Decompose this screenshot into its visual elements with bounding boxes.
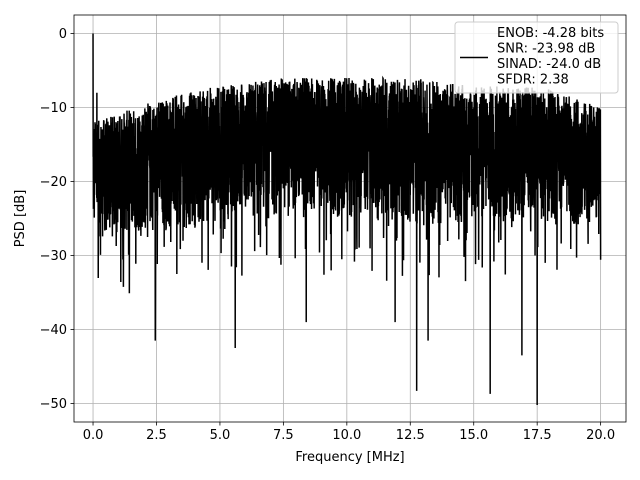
- y-tick-label: −30: [40, 249, 67, 264]
- x-tick-label: 5.0: [210, 428, 231, 443]
- legend-text: ENOB: -4.28 bits SNR: -23.98 dB SINAD: -24…: [497, 26, 604, 88]
- x-tick-label: 12.5: [396, 428, 425, 443]
- legend-box: [454, 21, 619, 94]
- y-tick-label: −20: [40, 175, 67, 190]
- x-tick-label: 17.5: [523, 428, 552, 443]
- x-tick-label: 2.5: [146, 428, 167, 443]
- x-tick-label: 20.0: [586, 428, 615, 443]
- legend-entry: SNR: -23.98 dB: [497, 42, 595, 57]
- axes-frame: [73, 14, 627, 423]
- x-tick-label: 7.5: [273, 428, 294, 443]
- axis-ticks: 0.0 2.5 5.0 7.5 10.0 12.5 15.0 17.5 20.0 0 −10 −20 −…: [40, 27, 616, 443]
- y-tick-label: 0: [59, 27, 67, 42]
- x-tick-label: 0.0: [83, 428, 104, 443]
- x-tick-label: 15.0: [459, 428, 488, 443]
- y-tick-label: −50: [40, 397, 67, 412]
- y-tick-label: −10: [40, 101, 67, 116]
- y-tick-label: −40: [40, 323, 67, 338]
- x-axis-label: Frequency [MHz]: [295, 450, 404, 465]
- series-layer: [92, 33, 602, 405]
- legend-entry: SFDR: 2.38: [497, 73, 569, 88]
- psd-series-line: [92, 33, 602, 405]
- legend-entry: ENOB: -4.28 bits: [497, 26, 604, 41]
- legend-entry: SINAD: -24.0 dB: [497, 57, 601, 72]
- x-tick-label: 10.0: [332, 428, 361, 443]
- y-axis-label: PSD [dB]: [13, 190, 28, 248]
- legend: ENOB: -4.28 bits SNR: -23.98 dB SINAD: -24…: [454, 21, 619, 94]
